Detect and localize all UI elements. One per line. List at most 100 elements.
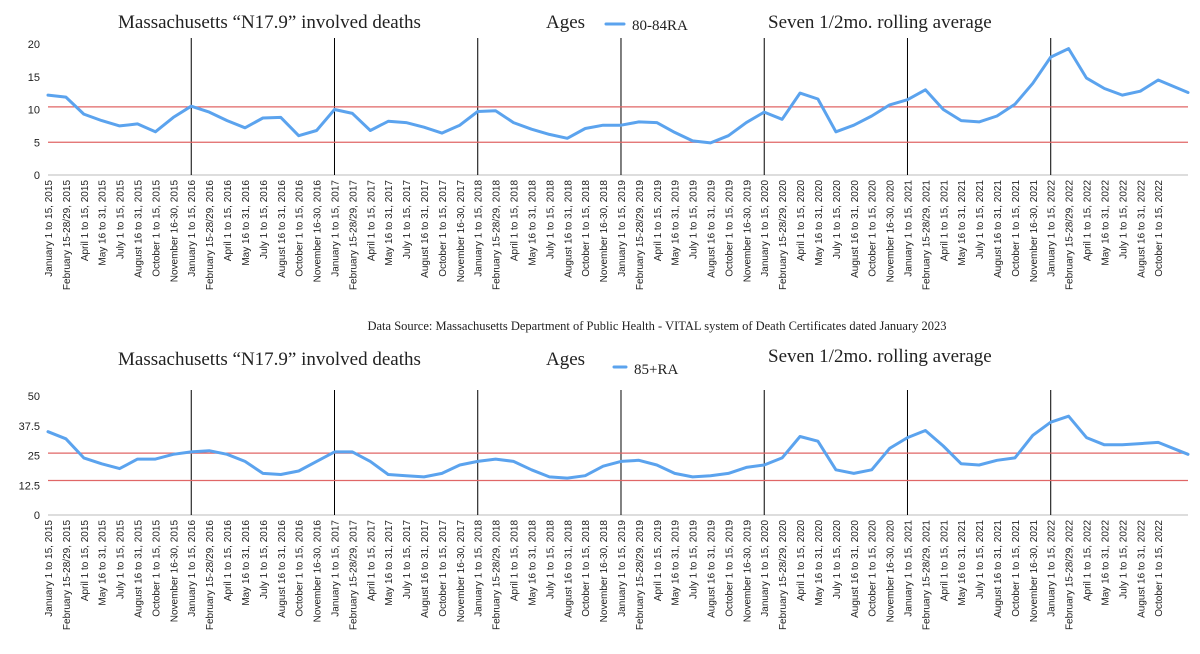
chart-2-x-tick-label: August 16 to 31, 2020 (850, 520, 861, 618)
chart-2-x-tick-label: May 16 to 31, 2015 (98, 520, 109, 606)
chart-2-x-tick-label: May 16 to 31, 2019 (671, 520, 682, 606)
chart-1-x-tick-label: July 1 to 15, 2022 (1118, 180, 1129, 259)
chart-1-x-tick-label: February 15-28/29, 2015 (62, 180, 73, 291)
chart-1-x-tick-label: October 1 to 15, 2019 (724, 180, 735, 277)
chart-1-x-tick-label: January 1 to 15, 2021 (904, 180, 915, 277)
chart-2-x-tick-label: October 1 to 15, 2022 (1154, 520, 1165, 617)
chart-2-x-tick-label: July 1 to 15, 2022 (1118, 520, 1129, 599)
chart-1-x-tick-label: October 1 to 15, 2016 (295, 180, 306, 277)
chart-1-y-tick-label: 5 (34, 137, 40, 149)
chart-2-x-tick-label: August 16 to 31, 2016 (277, 520, 288, 618)
chart-1-x-tick-label: April 1 to 15, 2021 (939, 180, 950, 262)
chart-1-x-tick-label: August 16 to 31, 2022 (1136, 180, 1147, 278)
chart-2-x-tick-label: October 1 to 15, 2020 (868, 520, 879, 617)
chart-2-x-tick-label: February 15-28/29, 2016 (205, 520, 216, 631)
chart-1-x-tick-label: April 1 to 15, 2022 (1083, 180, 1094, 262)
chart-1-x-tick-label: July 1 to 15, 2016 (259, 180, 270, 259)
chart-1-y-tick-label: 20 (28, 39, 40, 51)
chart-2-x-tick-label: January 1 to 15, 2022 (1047, 520, 1058, 617)
chart-1-x-tick-label: January 1 to 15, 2019 (617, 180, 628, 277)
chart-1-x-tick-label: November 16-30, 2017 (456, 180, 467, 283)
source-note: Data Source: Massachusetts Department of… (367, 319, 946, 333)
chart-2-y-tick-label: 25 (28, 451, 40, 463)
chart-1-y-tick-label: 10 (28, 105, 40, 117)
chart-1-x-tick-label: April 1 to 15, 2017 (366, 180, 377, 262)
chart-2-x-tick-label: February 15-28/29, 2017 (348, 520, 359, 631)
chart-2-x-tick-label: August 16 to 31, 2015 (134, 520, 145, 618)
chart-2-x-tick-label: November 16-30, 2020 (886, 520, 897, 623)
chart-2-x-tick-label: January 1 to 15, 2020 (760, 520, 771, 617)
chart-2-x-tick-label: May 16 to 31, 2022 (1100, 520, 1111, 606)
chart-1-x-tick-label: November 16-30, 2016 (313, 180, 324, 283)
chart-1-x-tick-label: October 1 to 15, 2020 (868, 180, 879, 277)
chart-1-x-tick-label: November 16-30, 2019 (742, 180, 753, 283)
chart-1-x-tick-label: October 1 to 15, 2022 (1154, 180, 1165, 277)
chart-2-x-tick-label: July 1 to 15, 2015 (116, 520, 127, 599)
chart-2-x-tick-label: April 1 to 15, 2019 (653, 520, 664, 602)
chart-2-x-tick-label: July 1 to 15, 2019 (689, 520, 700, 599)
chart-2-subtitle: Seven 1/2mo. rolling average (768, 346, 992, 367)
chart-1-x-tick-label: August 16 to 31, 2017 (420, 180, 431, 278)
chart-1-legend-label: 80-84RA (632, 18, 688, 34)
chart-1-x-tick-label: February 15-28/29, 2022 (1065, 180, 1076, 291)
chart-1-x-tick-label: February 15-28/29, 2016 (205, 180, 216, 291)
chart-2-x-tick-label: May 16 to 31, 2016 (241, 520, 252, 606)
chart-1-x-tick-label: January 1 to 15, 2017 (331, 180, 342, 277)
chart-2-x-tick-label: November 16-30, 2017 (456, 520, 467, 623)
chart-2-x-tick-label: October 1 to 15, 2016 (295, 520, 306, 617)
chart-2-x-tick-label: February 15-28/29, 2018 (492, 520, 503, 631)
chart-2-x-tick-label: October 1 to 15, 2018 (581, 520, 592, 617)
chart-2-x-tick-label: July 1 to 15, 2017 (402, 520, 413, 599)
chart-1-x-tick-label: February 15-28/29, 2017 (348, 180, 359, 291)
chart-2-series-line (46, 414, 1190, 480)
chart-1-x-tick-label: May 16 to 31, 2021 (957, 180, 968, 266)
chart-1-x-tick-label: May 16 to 31, 2022 (1100, 180, 1111, 266)
chart-1-x-tick-label: February 15-28/29, 2020 (778, 180, 789, 291)
chart-2-x-tick-label: January 1 to 15, 2017 (331, 520, 342, 617)
chart-2-x-tick-label: February 15-28/29, 2019 (635, 520, 646, 631)
chart-2-x-tick-label: May 16 to 31, 2021 (957, 520, 968, 606)
chart-2-x-tick-label: November 16-30, 2021 (1029, 520, 1040, 623)
chart-1-header: Massachusetts “N17.9” involved deaths Ag… (118, 12, 992, 34)
chart-2-x-tick-label: April 1 to 15, 2015 (80, 520, 91, 602)
chart-1-x-tick-label: October 1 to 15, 2018 (581, 180, 592, 277)
chart-2-x-tick-label: November 16-30, 2016 (313, 520, 324, 623)
chart-1-x-tick-label: November 16-30, 2020 (886, 180, 897, 283)
chart-2-x-tick-label: July 1 to 15, 2020 (832, 520, 843, 599)
chart-1-y-tick-label: 15 (28, 72, 40, 84)
chart-2-x-tick-label: January 1 to 15, 2016 (187, 520, 198, 617)
chart-1-x-tick-label: January 1 to 15, 2016 (187, 180, 198, 277)
chart-2-y-tick-label: 50 (28, 391, 40, 403)
chart-2-x-tick-label: October 1 to 15, 2019 (724, 520, 735, 617)
chart-2-x-tick-label: April 1 to 15, 2021 (939, 520, 950, 602)
chart-1-x-tick-label: April 1 to 15, 2019 (653, 180, 664, 262)
chart-1-x-tick-label: August 16 to 31, 2021 (993, 180, 1004, 278)
chart-1-subtitle: Seven 1/2mo. rolling average (768, 12, 992, 33)
chart-2-title: Massachusetts “N17.9” involved deaths (118, 349, 421, 370)
chart-1-x-tick-label: November 16-30, 2018 (599, 180, 610, 283)
chart-2-x-tick-label: April 1 to 15, 2016 (223, 520, 234, 602)
chart-2-x-tick-label: August 16 to 31, 2021 (993, 520, 1004, 618)
chart-1-x-tick-label: April 1 to 15, 2018 (510, 180, 521, 262)
chart-1-x-tick-label: May 16 to 31, 2019 (671, 180, 682, 266)
chart-1-x-tick-label: August 16 to 31, 2016 (277, 180, 288, 278)
chart-2-x-tick-label: August 16 to 31, 2019 (707, 520, 718, 618)
chart-2-x-tick-label: January 1 to 15, 2018 (474, 520, 485, 617)
chart-2-x-tick-label: January 1 to 15, 2015 (44, 520, 55, 617)
chart-1-series-line (46, 47, 1190, 145)
chart-1-x-tick-label: February 15-28/29, 2019 (635, 180, 646, 291)
chart-2-x-tick-label: July 1 to 15, 2021 (975, 520, 986, 599)
chart-1-x-tick-label: October 1 to 15, 2021 (1011, 180, 1022, 277)
chart-2-y-tick-label: 37.5 (19, 421, 40, 433)
chart-2-y-tick-label: 12.5 (19, 480, 40, 492)
chart-2-x-tick-label: October 1 to 15, 2017 (438, 520, 449, 617)
chart-2-header: Massachusetts “N17.9” involved deaths Ag… (118, 346, 992, 378)
chart-2-x-tick-label: February 15-28/29, 2021 (921, 520, 932, 631)
chart-1-x-tick-label: February 15-28/29, 2021 (921, 180, 932, 291)
chart-2-x-tick-label: April 1 to 15, 2018 (510, 520, 521, 602)
chart-1-y-tick-label: 0 (34, 170, 40, 182)
chart-1-x-tick-label: May 16 to 31, 2018 (528, 180, 539, 266)
chart-1-x-tick-label: July 1 to 15, 2018 (545, 180, 556, 259)
chart-1-x-tick-label: July 1 to 15, 2019 (689, 180, 700, 259)
